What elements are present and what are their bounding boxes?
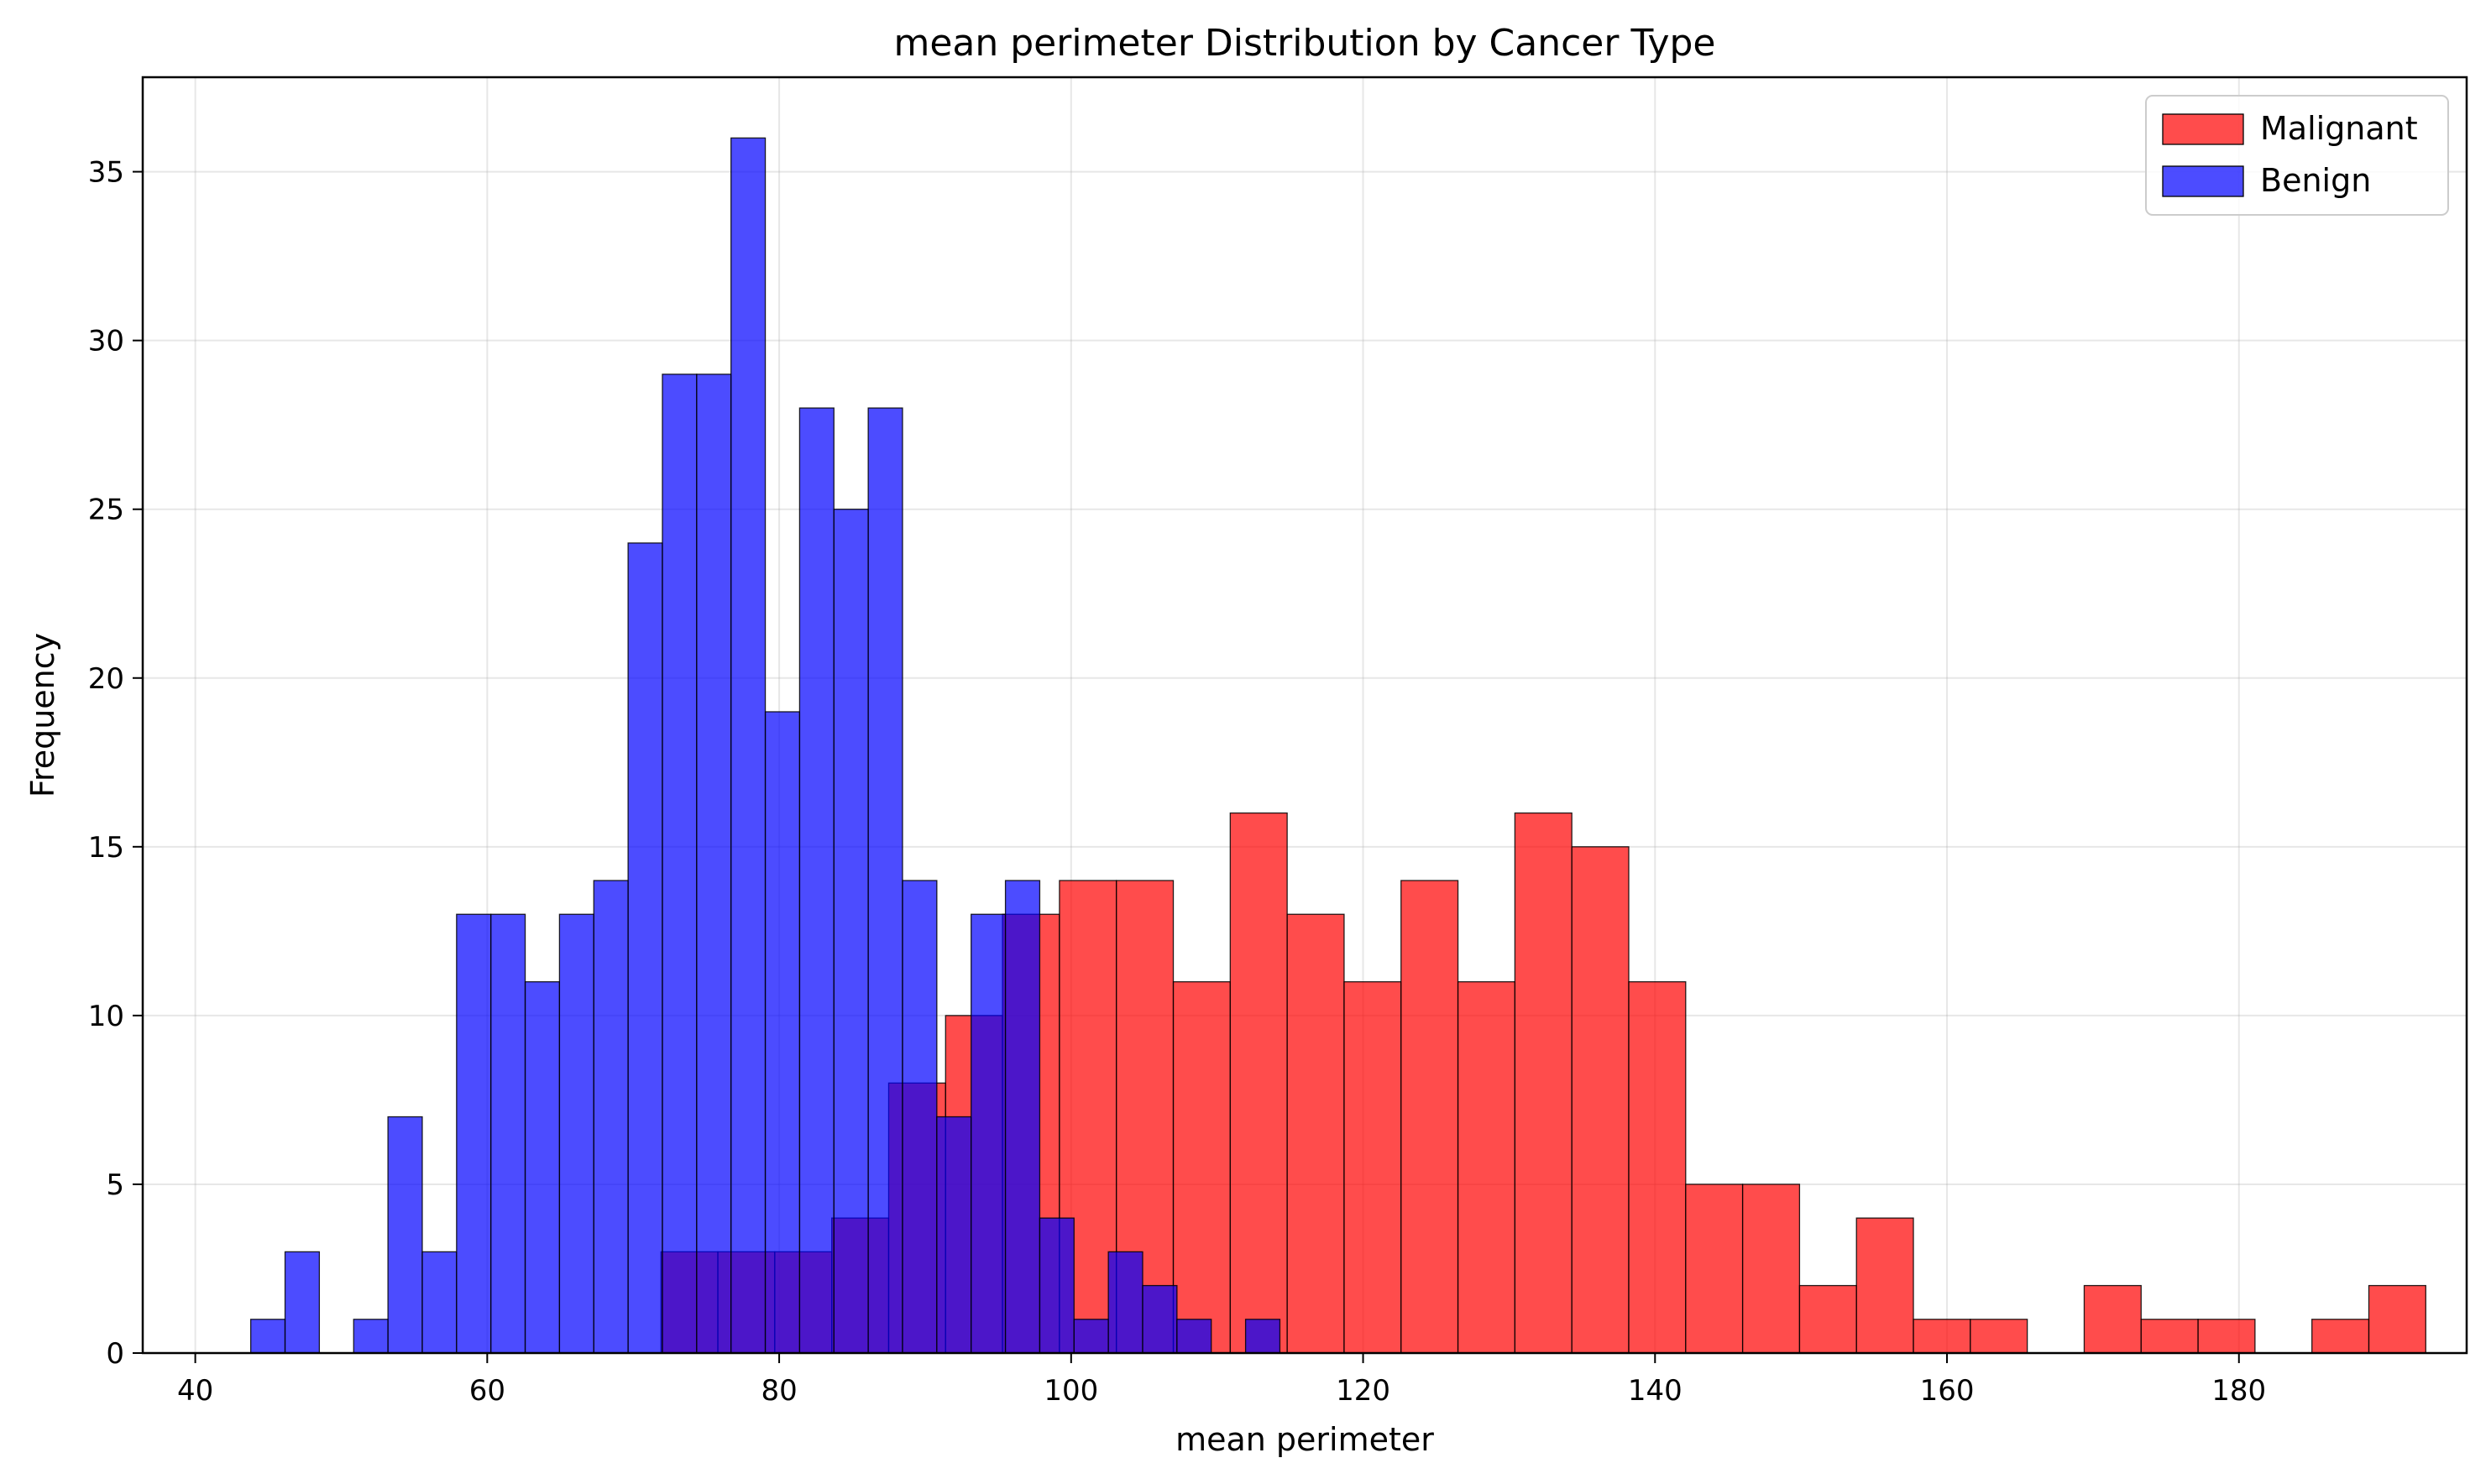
bar-malignant <box>1571 846 1630 1354</box>
bar-malignant <box>1229 812 1288 1354</box>
y-tick-label: 25 <box>88 494 124 527</box>
bar-benign <box>421 1251 458 1354</box>
bar-benign <box>798 407 835 1354</box>
y-tick-label: 10 <box>88 1000 124 1033</box>
y-tick-label: 35 <box>88 156 124 190</box>
bar-malignant <box>2140 1319 2199 1354</box>
bar-benign <box>662 374 698 1354</box>
bar-benign <box>1039 1217 1075 1354</box>
x-tick-label: 120 <box>1336 1374 1390 1408</box>
legend: Malignant Benign <box>2145 95 2449 216</box>
bar-benign <box>627 542 663 1354</box>
bar-malignant <box>1970 1319 2028 1354</box>
axis-ticks: 40 60 80 100 120 140 160 180 0 5 10 15 20 25 30 35 <box>88 156 2266 1408</box>
bar-benign <box>593 880 629 1354</box>
plot-frame <box>141 76 2468 1355</box>
bar-malignant <box>1628 981 1687 1354</box>
legend-swatch-malignant <box>2162 113 2244 145</box>
legend-label-malignant: Malignant <box>2260 110 2418 147</box>
bar-benign <box>936 1116 972 1354</box>
y-tick-label: 30 <box>88 325 124 358</box>
bar-benign <box>696 374 732 1354</box>
bar-malignant <box>1685 1184 1744 1354</box>
bar-benign <box>1244 1319 1281 1354</box>
bar-benign <box>902 880 938 1354</box>
bar-benign <box>250 1319 286 1354</box>
bar-malignant <box>2197 1319 2256 1354</box>
bars <box>250 137 2426 1354</box>
legend-label-benign: Benign <box>2260 162 2371 199</box>
x-tick-label: 160 <box>1920 1374 1975 1408</box>
y-tick-label: 5 <box>106 1168 124 1202</box>
bar-malignant <box>1855 1217 1914 1354</box>
bar-benign <box>1176 1319 1212 1354</box>
bar-benign <box>1004 880 1041 1354</box>
legend-swatch-benign <box>2162 165 2244 197</box>
bar-malignant <box>1741 1184 1801 1354</box>
bar-benign <box>558 913 594 1354</box>
bar-malignant <box>1457 981 1516 1354</box>
bar-benign <box>730 137 767 1354</box>
y-tick-label: 15 <box>88 831 124 865</box>
bar-malignant <box>1286 913 1345 1354</box>
bar-benign <box>833 509 869 1354</box>
bar-benign <box>1107 1251 1143 1354</box>
bar-benign <box>1142 1284 1178 1354</box>
y-axis-label: Frequency <box>24 633 61 797</box>
bar-malignant <box>2368 1284 2426 1354</box>
bar-malignant <box>2083 1284 2142 1354</box>
bar-malignant <box>1343 981 1402 1354</box>
x-tick-label: 140 <box>1628 1374 1682 1408</box>
bar-malignant <box>1514 812 1573 1354</box>
y-tick-label: 20 <box>88 662 124 696</box>
x-tick-label: 180 <box>2211 1374 2266 1408</box>
y-tick-label: 0 <box>106 1337 124 1371</box>
bar-benign <box>764 711 801 1354</box>
bar-benign <box>353 1319 389 1354</box>
bar-malignant <box>1400 880 1459 1354</box>
bar-malignant <box>1798 1284 1857 1354</box>
bar-benign <box>1073 1319 1109 1354</box>
x-tick-label: 40 <box>177 1374 213 1408</box>
x-tick-label: 100 <box>1044 1374 1098 1408</box>
x-tick-label: 80 <box>761 1374 797 1408</box>
bar-benign <box>490 913 526 1354</box>
bar-malignant <box>1913 1319 1971 1354</box>
bar-benign <box>971 913 1007 1354</box>
bar-benign <box>867 407 903 1354</box>
chart-title: mean perimeter Distribution by Cancer Ty… <box>893 22 1715 65</box>
bar-malignant <box>1172 981 1231 1354</box>
bar-benign <box>387 1116 423 1354</box>
bar-malignant <box>2311 1319 2370 1354</box>
x-axis-label: mean perimeter <box>1175 1421 1434 1458</box>
bar-benign <box>284 1251 321 1354</box>
bar-benign <box>524 981 561 1354</box>
bar-benign <box>456 913 492 1354</box>
x-tick-label: 60 <box>469 1374 505 1408</box>
